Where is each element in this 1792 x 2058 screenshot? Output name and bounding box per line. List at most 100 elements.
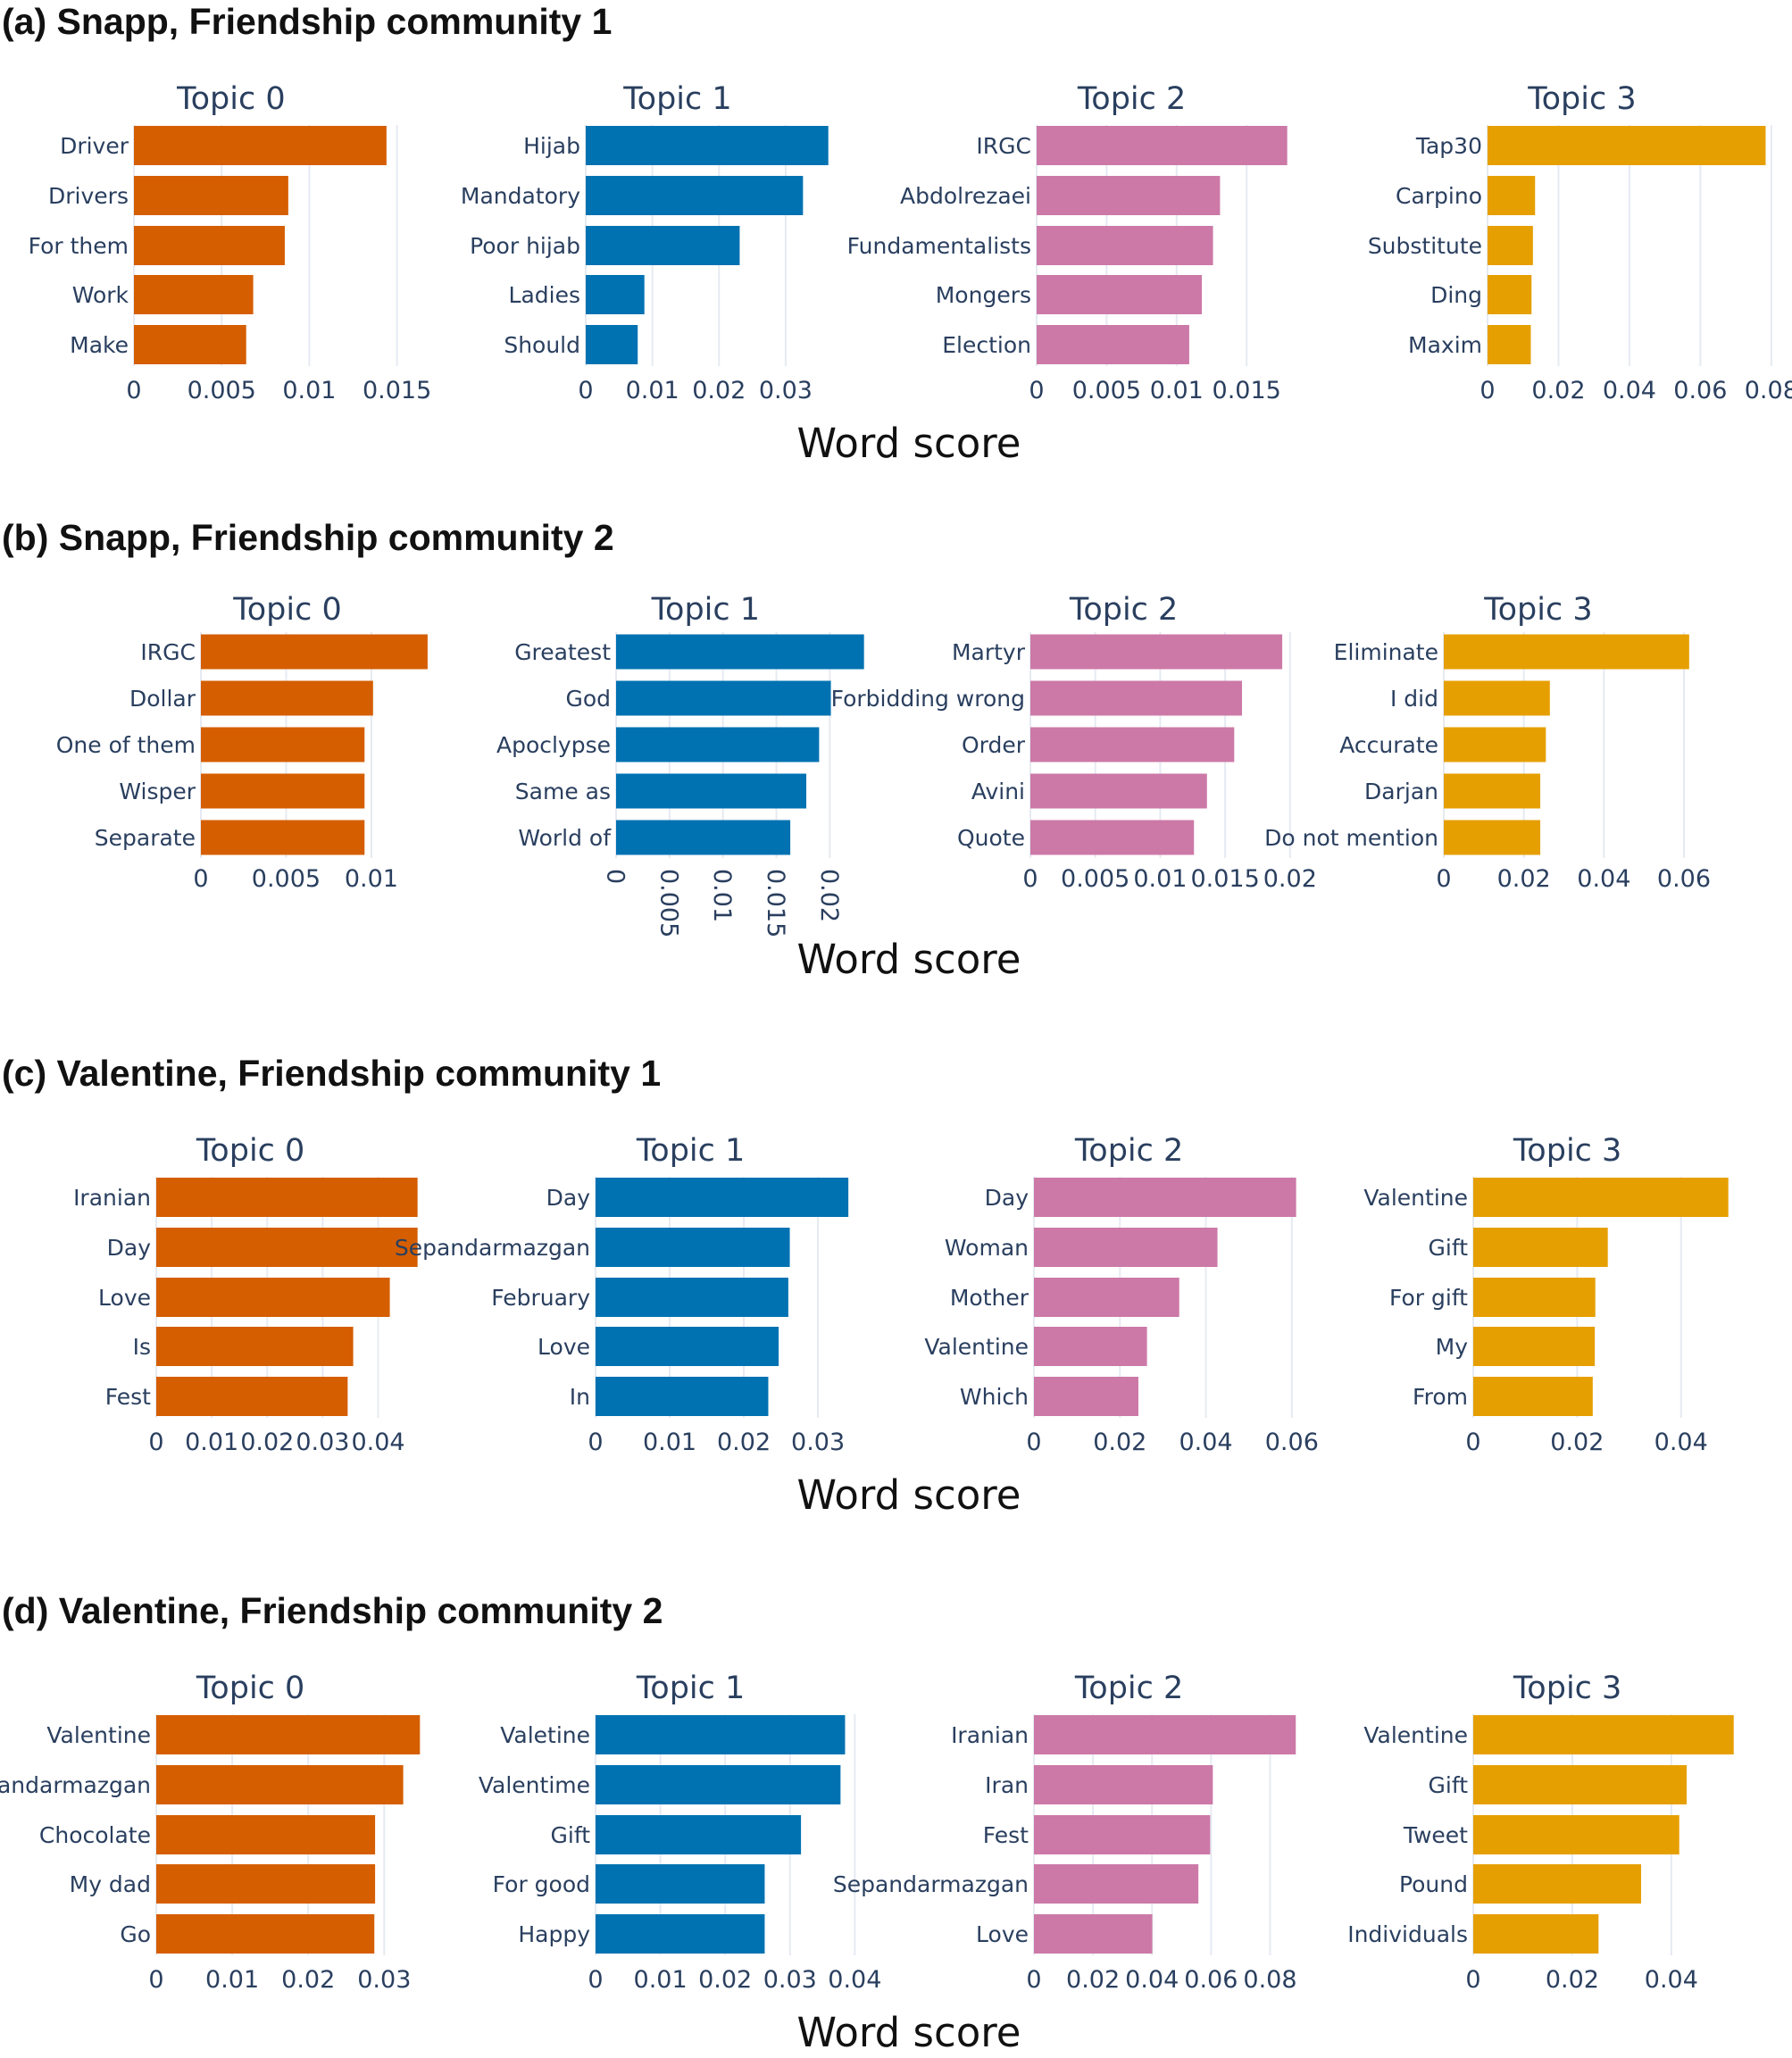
bar bbox=[1037, 226, 1213, 265]
tick-label: 0.02 bbox=[1497, 865, 1551, 893]
bar bbox=[201, 820, 365, 855]
tick-label: 0.02 bbox=[281, 1966, 335, 1994]
topic-title: Topic 3 bbox=[1527, 81, 1636, 117]
bar bbox=[586, 325, 638, 364]
tick-label: 0.01 bbox=[643, 1429, 696, 1456]
word-label: Woman bbox=[945, 1235, 1029, 1261]
tick-label: 0.02 bbox=[698, 1966, 752, 1994]
tick-label: 0 bbox=[1026, 1966, 1041, 1994]
tick-label: 0.01 bbox=[1133, 865, 1187, 893]
bar bbox=[156, 1715, 421, 1754]
word-label: Love bbox=[538, 1334, 590, 1360]
word-label: Order bbox=[962, 732, 1026, 758]
subplot-topic-2: Topic 2 Iranian Iran Fest Sepandarmazgan Love… bbox=[833, 1671, 1297, 1994]
subplot-topic-2: Topic 2 IRGC Abdolrezaei Fundamentalists Mon… bbox=[847, 81, 1288, 404]
tick-label: 0.06 bbox=[1657, 865, 1711, 893]
bar bbox=[596, 1327, 779, 1366]
word-label: Ding bbox=[1430, 282, 1482, 308]
tick-label: 0.02 bbox=[717, 1429, 771, 1456]
topic-title: Topic 2 bbox=[1069, 592, 1178, 628]
bar bbox=[586, 176, 804, 215]
word-label: Chocolate bbox=[39, 1822, 151, 1848]
bar bbox=[156, 1864, 376, 1904]
tick-label: 0.005 bbox=[654, 869, 682, 937]
tick-label: 0.02 bbox=[692, 377, 746, 404]
subplot-topic-0: Topic 0 Driver Drivers For them Work Make 0 0.0… bbox=[29, 81, 432, 404]
word-label: Love bbox=[976, 1921, 1029, 1947]
word-label: Martyr bbox=[952, 639, 1026, 665]
word-label: Mother bbox=[950, 1285, 1029, 1311]
word-label: Darjan bbox=[1364, 779, 1438, 804]
word-label: Accurate bbox=[1339, 732, 1438, 758]
tick-label: 0 bbox=[588, 1966, 603, 1994]
tick-label: 0.02 bbox=[1550, 1429, 1604, 1456]
tick-label: 0.005 bbox=[1072, 377, 1141, 404]
word-label: For good bbox=[493, 1871, 590, 1897]
bar bbox=[596, 1815, 802, 1854]
tick-label: 0.015 bbox=[1213, 377, 1281, 404]
bar bbox=[1473, 1864, 1642, 1904]
topic-title: Topic 3 bbox=[1513, 1671, 1621, 1706]
tick-label: 0 bbox=[1436, 865, 1451, 893]
bar bbox=[1037, 275, 1203, 314]
word-label: Maxim bbox=[1408, 332, 1482, 358]
bar bbox=[616, 634, 864, 670]
tick-label: 0.03 bbox=[791, 1429, 845, 1456]
bar bbox=[586, 275, 645, 314]
tick-label: 0.04 bbox=[1577, 865, 1630, 893]
bar bbox=[1037, 325, 1189, 364]
topic-title: Topic 1 bbox=[636, 1133, 745, 1169]
word-label: One of them bbox=[56, 732, 196, 758]
topic-title: Topic 2 bbox=[1074, 1133, 1183, 1169]
tick-label: 0.005 bbox=[188, 377, 256, 404]
bar bbox=[134, 126, 387, 165]
word-label: Which bbox=[960, 1384, 1029, 1410]
word-label: Fest bbox=[105, 1384, 151, 1410]
topic-title: Topic 3 bbox=[1483, 592, 1592, 628]
bar bbox=[1034, 1765, 1213, 1804]
tick-label: 0.06 bbox=[1265, 1429, 1319, 1456]
word-label: Iranian bbox=[73, 1185, 151, 1211]
bar bbox=[1444, 680, 1550, 716]
tick-label: 0.015 bbox=[1190, 865, 1259, 893]
bar bbox=[1473, 1914, 1599, 1954]
word-label: Sepandarmazgan bbox=[395, 1235, 590, 1261]
tick-label: 0.01 bbox=[205, 1966, 259, 1994]
tick-label: 0.04 bbox=[1179, 1429, 1232, 1456]
subplot-topic-3: Topic 3 Tap30 Carpino Substitute Ding Maxim 0 0… bbox=[1368, 81, 1792, 404]
tick-label: 0.08 bbox=[1243, 1966, 1296, 1994]
bar bbox=[596, 1278, 788, 1317]
bar bbox=[596, 1178, 849, 1217]
bar bbox=[1034, 1278, 1179, 1317]
bar bbox=[156, 1914, 375, 1954]
tick-label: 0.02 bbox=[1546, 1966, 1599, 1994]
word-label: Valentine bbox=[924, 1334, 1029, 1360]
bar bbox=[616, 820, 791, 855]
word-label: Separate bbox=[95, 825, 196, 851]
word-label: Day bbox=[546, 1185, 591, 1211]
word-label: Substitute bbox=[1368, 233, 1482, 259]
chart-panel-c: (c) Valentine, Friendship community 1 Top… bbox=[2, 1053, 1729, 1519]
tick-label: 0.015 bbox=[363, 377, 431, 404]
tick-label: 0.03 bbox=[357, 1966, 411, 1994]
word-label: Is bbox=[133, 1334, 151, 1360]
tick-label: 0 bbox=[588, 1429, 603, 1456]
topic-title: Topic 0 bbox=[232, 592, 341, 628]
x-axis-label: Word score bbox=[797, 420, 1021, 467]
word-label: Do not mention bbox=[1264, 825, 1438, 851]
tick-label: 0.04 bbox=[1603, 377, 1656, 404]
word-label: Fest bbox=[983, 1822, 1029, 1848]
topic-title: Topic 1 bbox=[651, 592, 760, 628]
word-label: Driver bbox=[60, 133, 129, 159]
bar bbox=[1488, 325, 1531, 364]
bar bbox=[1473, 1278, 1596, 1317]
tick-label: 0.06 bbox=[1673, 377, 1727, 404]
tick-label: 0.04 bbox=[1125, 1966, 1179, 1994]
tick-label: 0.03 bbox=[763, 1966, 817, 1994]
word-label: Avini bbox=[971, 779, 1025, 804]
bar bbox=[1473, 1815, 1679, 1854]
bar bbox=[1473, 1178, 1729, 1217]
bar bbox=[134, 226, 285, 265]
panel-title: (d) Valentine, Friendship community 2 bbox=[2, 1590, 663, 1631]
